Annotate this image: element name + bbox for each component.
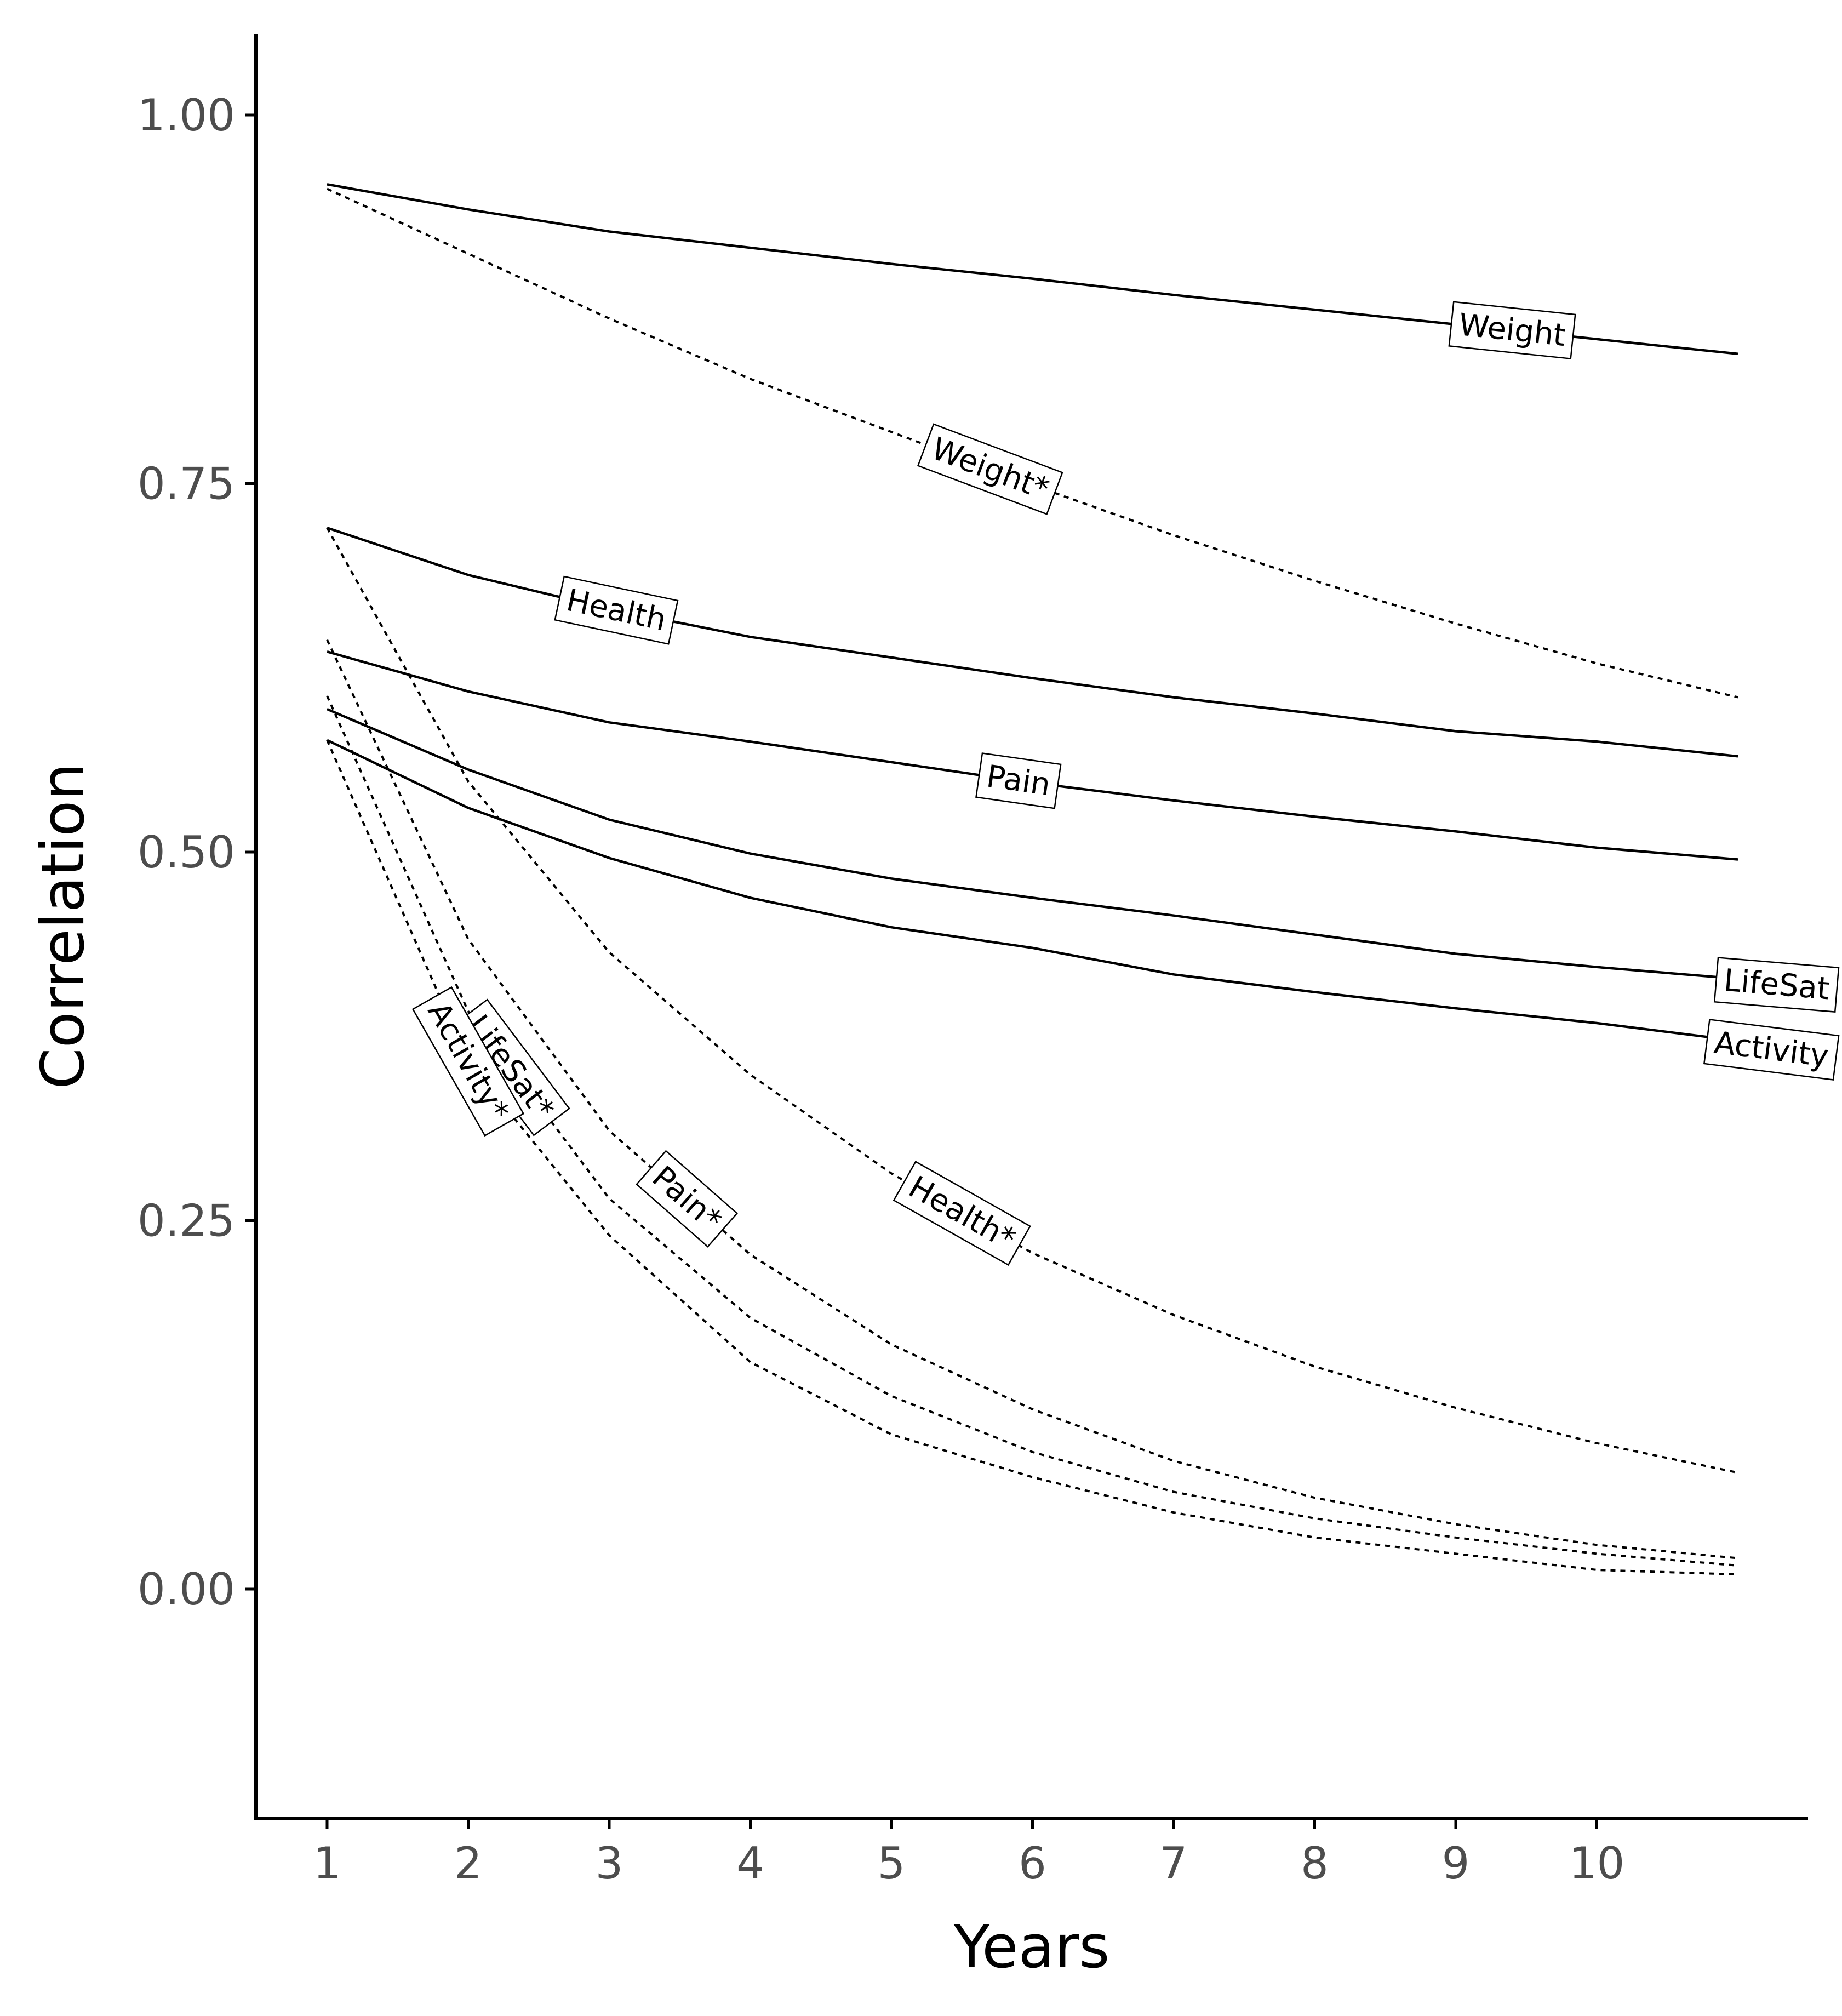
series-label-box	[893, 1161, 1031, 1266]
series-label-box	[636, 1150, 738, 1248]
series-label-weight-star: Weight*	[917, 423, 1063, 515]
y-tick-label: 0.50	[138, 827, 235, 878]
y-tick-label: 0.75	[138, 459, 235, 510]
x-axis-ticks: 1 2 3 4 5 6 7 8 9 10	[313, 1818, 1625, 1889]
series-label-activity: Activity	[1703, 1019, 1840, 1081]
series-label-pain-star: Pain*	[636, 1150, 738, 1248]
x-tick-label: 5	[878, 1838, 906, 1889]
y-tick-label: 1.00	[138, 90, 235, 141]
series-label-pain: Pain	[975, 752, 1062, 809]
series-label-box	[1703, 1019, 1840, 1081]
series-line-health-star	[326, 527, 1738, 1474]
x-tick-label: 6	[1019, 1838, 1046, 1889]
x-tick-label: 10	[1569, 1838, 1625, 1889]
y-tick-label: 0.25	[138, 1196, 235, 1247]
y-axis-title: Correlation	[29, 763, 98, 1089]
series-label-box	[917, 423, 1063, 515]
series-line-health	[327, 527, 1738, 758]
y-axis-ticks: 0.00 0.25 0.50 0.75 1.00	[138, 90, 256, 1615]
x-tick-label: 1	[313, 1838, 341, 1889]
x-tick-label: 7	[1160, 1838, 1188, 1889]
x-tick-label: 4	[736, 1838, 764, 1889]
series-labels: Weight Weight* Health Pain LifeSat Activity He…	[411, 301, 1840, 1266]
series-label-box	[1713, 957, 1840, 1013]
x-tick-label: 9	[1442, 1838, 1470, 1889]
series-label-text: LifeSat	[1723, 963, 1830, 1007]
series-line-pain-star	[326, 639, 1738, 1560]
x-tick-label: 8	[1301, 1838, 1329, 1889]
series-label-box	[411, 986, 525, 1137]
series-line-activity	[327, 739, 1738, 1042]
series-line-activity-star	[326, 739, 1738, 1576]
series-label-box	[975, 752, 1062, 809]
series-label-weight: Weight	[1448, 301, 1576, 359]
series-line-lifesat-star	[326, 695, 1738, 1567]
x-axis-title: Years	[953, 1913, 1110, 1981]
x-tick-label: 2	[454, 1838, 482, 1889]
series-label-box	[1448, 301, 1576, 359]
series-label-lifesat: LifeSat	[1713, 957, 1840, 1013]
series-label-health: Health	[554, 575, 679, 645]
x-tick-label: 3	[596, 1838, 623, 1889]
series-label-text: Weight*	[926, 431, 1054, 507]
series-label-health-star: Health*	[893, 1161, 1031, 1266]
series-label-box	[554, 575, 679, 645]
series-line-pain	[327, 650, 1738, 861]
series-line-weight-star	[327, 187, 1738, 699]
series-line-lifesat	[327, 708, 1738, 980]
y-tick-label: 0.00	[138, 1564, 235, 1615]
series-lines	[326, 183, 1738, 1576]
